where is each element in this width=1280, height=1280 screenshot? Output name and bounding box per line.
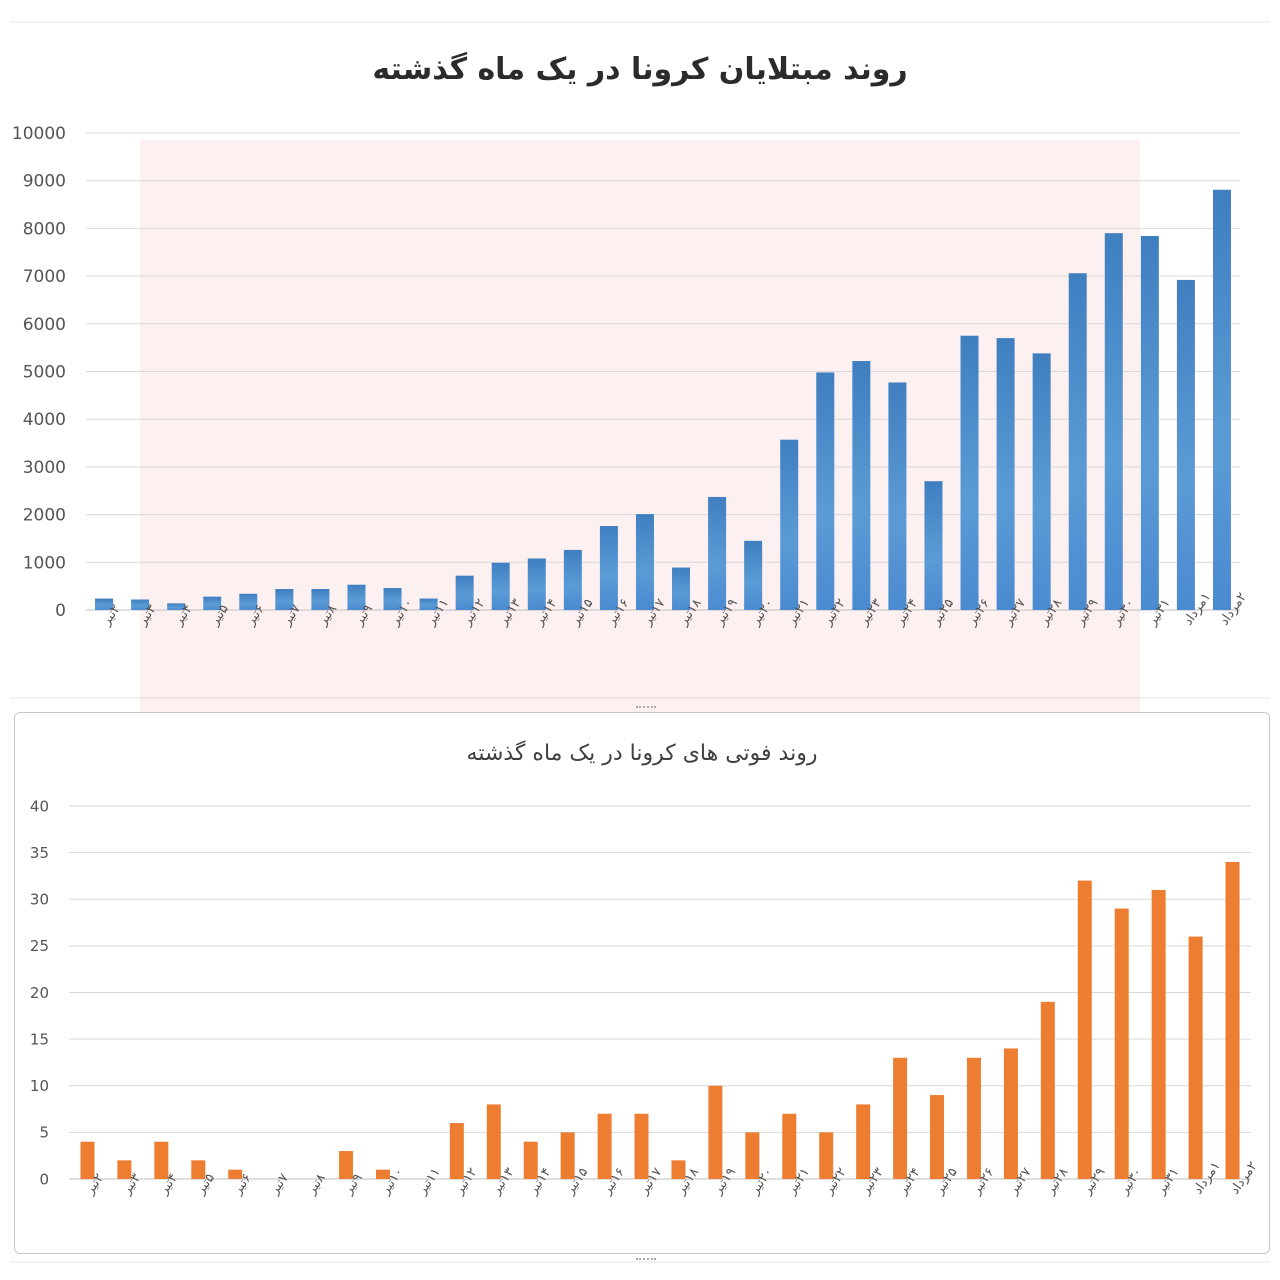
cases-bar[interactable] (95, 598, 114, 610)
chart-resize-handle-bottom[interactable] (636, 1258, 656, 1264)
deaths-bar[interactable] (597, 1113, 612, 1179)
deaths-y-tick-label: 15 (30, 1030, 49, 1048)
deaths-bar[interactable] (1188, 936, 1203, 1179)
cases-bar[interactable] (203, 596, 222, 610)
deaths-bar[interactable] (1151, 889, 1166, 1179)
cases-bar[interactable] (527, 558, 546, 610)
cases-y-tick-label: 0 (55, 601, 66, 621)
cases-bar[interactable] (1032, 353, 1051, 610)
cases-bar[interactable] (347, 584, 366, 610)
cases-bar[interactable] (744, 540, 763, 610)
deaths-bar[interactable] (1077, 880, 1092, 1179)
cases-bar[interactable] (1140, 236, 1159, 611)
cases-bar[interactable] (311, 589, 330, 610)
cases-bar[interactable] (888, 382, 907, 610)
deaths-y-tick-label: 5 (39, 1124, 49, 1142)
deaths-bar[interactable] (1225, 861, 1240, 1179)
deaths-bar[interactable] (893, 1057, 908, 1179)
deaths-y-tick-label: 10 (30, 1077, 49, 1095)
deaths-y-tick-label: 35 (30, 844, 49, 862)
cases-bar[interactable] (419, 598, 438, 610)
cases-chart-title: روند مبتلایان کرونا در یک ماه گذشته (372, 52, 908, 87)
cases-bar[interactable] (780, 439, 799, 610)
deaths-y-tick-label: 20 (30, 984, 49, 1002)
cases-bar[interactable] (924, 481, 943, 610)
deaths-bar[interactable] (745, 1132, 760, 1179)
cases-y-tick-label: 6000 (23, 315, 66, 335)
deaths-bar[interactable] (1003, 1048, 1018, 1179)
deaths-bar[interactable] (486, 1104, 501, 1179)
cases-bar-chart: 0 1000 2000 3000 4000 5000 6000 7000 8000 9000 100… (12, 124, 1250, 629)
deaths-category-label: ۸تیر (304, 1171, 329, 1198)
deaths-category-label: ۷تیر (267, 1171, 292, 1198)
cases-y-tick-label: 4000 (23, 410, 66, 430)
deaths-bar[interactable] (1114, 908, 1129, 1179)
deaths-bar[interactable] (856, 1104, 871, 1179)
cases-bar[interactable] (635, 514, 654, 610)
cases-bar[interactable] (239, 593, 258, 610)
deaths-bar[interactable] (154, 1141, 169, 1179)
cases-bar[interactable] (996, 338, 1015, 610)
deaths-bar[interactable] (966, 1057, 981, 1179)
cases-bar[interactable] (131, 599, 150, 610)
deaths-bar[interactable] (671, 1160, 686, 1179)
deaths-bar[interactable] (80, 1141, 95, 1179)
cases-bar[interactable] (599, 526, 618, 610)
cases-y-tick-label: 10000 (12, 124, 66, 144)
cases-y-tick-label: 7000 (23, 267, 66, 287)
deaths-bar[interactable] (1040, 1001, 1055, 1179)
chart-resize-handle[interactable] (636, 706, 656, 712)
cases-bar[interactable] (455, 575, 474, 610)
deaths-bar[interactable] (782, 1113, 797, 1179)
cases-bar[interactable] (563, 549, 582, 610)
cases-y-tick-label: 5000 (23, 362, 66, 382)
cases-y-tick-label: 8000 (23, 219, 66, 239)
deaths-bar[interactable] (228, 1169, 243, 1179)
cases-bar[interactable] (1212, 189, 1231, 610)
deaths-bar[interactable] (117, 1160, 132, 1179)
cases-bar[interactable] (672, 567, 691, 610)
deaths-bar[interactable] (930, 1095, 945, 1179)
cases-y-tick-label: 9000 (23, 172, 66, 192)
deaths-y-tick-label: 40 (30, 797, 49, 815)
cases-bar[interactable] (960, 335, 979, 610)
cases-y-tick-label: 2000 (23, 506, 66, 526)
deaths-category-label: ۱۱تیر (414, 1165, 443, 1198)
deaths-chart-title: روند فوتی های کرونا در یک ماه گذشته (466, 741, 818, 766)
deaths-y-tick-label: 25 (30, 937, 49, 955)
cases-bar[interactable] (852, 361, 871, 610)
cases-bar[interactable] (1068, 273, 1087, 610)
deaths-bar[interactable] (819, 1132, 834, 1179)
deaths-bar[interactable] (708, 1085, 723, 1179)
deaths-bar[interactable] (449, 1123, 464, 1179)
cases-chart-panel[interactable]: روند مبتلایان کرونا در یک ماه گذشته 0 100… (0, 30, 1280, 690)
cases-bar[interactable] (708, 496, 727, 610)
cases-y-tick-label: 3000 (23, 458, 66, 478)
deaths-chart-panel[interactable]: روند فوتی های کرونا در یک ماه گذشته 0 5 10… (14, 712, 1270, 1254)
deaths-y-tick-label: 0 (39, 1170, 49, 1188)
cases-bar[interactable] (1104, 233, 1123, 611)
deaths-bar[interactable] (634, 1113, 649, 1179)
cases-bar[interactable] (816, 372, 835, 610)
cases-y-tick-label: 1000 (23, 553, 66, 573)
cases-bar[interactable] (383, 588, 402, 610)
deaths-bar[interactable] (523, 1141, 538, 1179)
deaths-bar[interactable] (339, 1151, 354, 1179)
cases-bar[interactable] (1176, 279, 1195, 610)
deaths-y-tick-label: 30 (30, 891, 49, 909)
deaths-bar[interactable] (191, 1160, 206, 1179)
cases-bar[interactable] (275, 589, 294, 610)
deaths-bar[interactable] (375, 1169, 390, 1179)
cases-bar[interactable] (167, 603, 186, 610)
deaths-bar[interactable] (560, 1132, 575, 1179)
cases-bar[interactable] (491, 562, 510, 610)
